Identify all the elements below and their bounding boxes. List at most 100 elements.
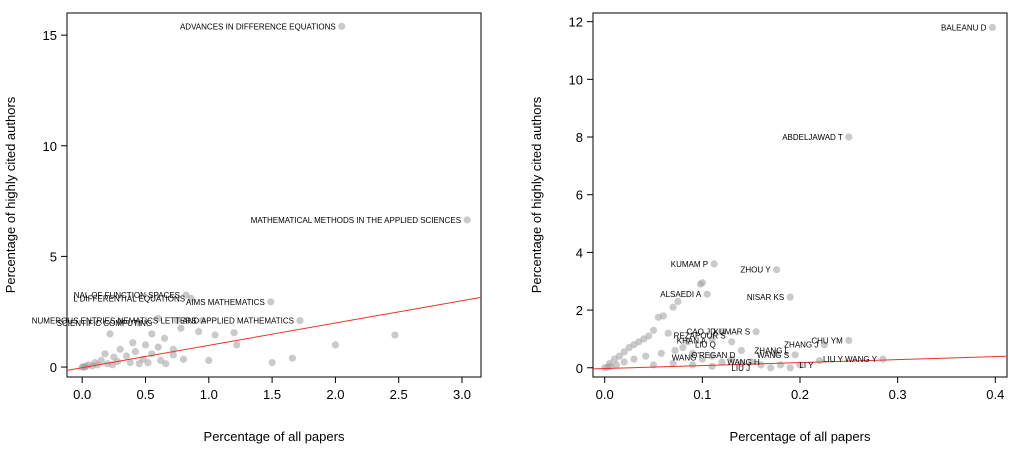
left-data-point	[331, 341, 339, 349]
right-point-label: WANG	[672, 354, 697, 363]
right-data-point	[776, 361, 785, 369]
right-x-tick-label: 0.4	[986, 387, 1004, 402]
right-point-label: WANG H	[727, 358, 760, 367]
right-y-ticks: 0 2 4 6 8 10 12	[569, 15, 593, 376]
left-fit-line-group	[66, 296, 482, 371]
right-point-label: ZHANG L	[754, 347, 789, 356]
right-data-point	[649, 326, 658, 334]
right-data-point	[767, 364, 775, 372]
right-point-label: KUMAM P	[671, 260, 708, 269]
right-data-point	[710, 260, 718, 268]
left-data-point	[267, 298, 275, 306]
left-x-tick-label: 2.5	[390, 387, 408, 402]
left-data-point	[205, 356, 213, 364]
right-data-point	[820, 341, 829, 349]
left-data-point	[182, 291, 190, 299]
right-data-point	[718, 358, 726, 366]
left-data-point	[144, 359, 152, 367]
right-data-point	[708, 335, 716, 343]
left-data-point	[154, 343, 162, 351]
right-point-label: WANG S	[757, 351, 789, 360]
left-data-point	[195, 328, 203, 336]
left-x-tick-label: 2.0	[326, 387, 344, 402]
right-points	[601, 23, 997, 372]
right-data-point	[737, 346, 746, 355]
left-y-ticks: 0 5 10 15	[43, 28, 67, 375]
left-data-point	[391, 331, 399, 339]
left-point-labels: ADVANCES IN DIFFERENCE EQUATIONS MATHEMAT…	[32, 22, 461, 328]
right-data-point	[879, 355, 887, 363]
left-data-point	[116, 318, 124, 326]
right-data-point	[698, 355, 707, 363]
right-data-point	[757, 361, 765, 369]
left-y-tick-label: 15	[43, 28, 57, 43]
left-point-label: NUMEROUS ENTRIES NEMATICS LETTERS	[32, 317, 197, 326]
right-data-point	[773, 266, 781, 274]
left-x-tick-label: 3.0	[453, 387, 471, 402]
right-data-point	[625, 344, 633, 352]
right-y-tick-label: 2	[576, 303, 583, 318]
right-point-label: LIU J	[731, 364, 750, 373]
left-point-label: ADVANCES IN DIFFERENCE EQUATIONS	[180, 22, 336, 31]
right-x-tick-label: 0.3	[889, 387, 907, 402]
left-data-point	[233, 341, 241, 349]
left-data-point	[211, 331, 219, 339]
left-point-label: MATHEMATICAL METHODS IN THE APPLIED SCIE…	[251, 216, 461, 225]
left-data-point	[106, 330, 114, 338]
right-data-point	[620, 348, 628, 356]
left-x-tick-label: 0.5	[136, 387, 154, 402]
right-data-point	[845, 133, 853, 141]
left-fit-line	[66, 296, 482, 371]
right-x-tick-label: 0.1	[693, 387, 711, 402]
right-data-point	[988, 23, 997, 31]
right-x-tick-label: 0.2	[791, 387, 809, 402]
right-point-label: REZAPOUR S	[674, 332, 726, 341]
right-data-point	[642, 352, 650, 360]
left-data-point	[463, 216, 471, 224]
left-data-point	[126, 359, 134, 367]
right-fit-line-group	[592, 355, 1008, 370]
right-data-point	[657, 349, 665, 357]
right-point-label: ZHANG J	[784, 341, 818, 350]
right-data-point	[786, 364, 794, 372]
left-points	[78, 22, 471, 371]
right-data-point	[620, 358, 628, 366]
right-y-tick-label: 10	[569, 72, 583, 87]
right-data-point	[664, 329, 672, 337]
left-data-point	[154, 314, 162, 322]
right-point-label: CAO JD	[687, 328, 717, 337]
left-data-point	[338, 22, 346, 30]
right-plot-box	[592, 12, 1008, 378]
right-point-label: ZHOU Y	[741, 266, 772, 275]
right-data-point	[752, 328, 760, 336]
right-data-point	[703, 290, 711, 298]
right-y-tick-label: 4	[576, 245, 583, 260]
right-data-point	[601, 364, 609, 372]
left-data-point	[268, 359, 276, 367]
left-y-tick-label: 5	[50, 249, 57, 264]
right-fit-line	[592, 355, 1008, 370]
left-y-axis-label: Percentage of highly cited authors	[3, 96, 18, 293]
left-data-point	[288, 354, 296, 362]
left-data-point	[177, 324, 185, 332]
left-point-label: NAL OF FUNCTION SPACES	[74, 291, 180, 300]
left-data-point	[101, 350, 109, 358]
right-point-label: KHAN A	[677, 336, 707, 345]
right-data-point	[669, 303, 677, 311]
right-point-label: ABDELJAWAD T	[782, 133, 843, 142]
left-data-point	[179, 355, 188, 363]
left-data-point	[162, 360, 170, 368]
right-data-point	[708, 362, 716, 370]
left-x-tick-label: 1.0	[200, 387, 218, 402]
left-point-label: SCIENTIFIC COMPUTING	[57, 319, 153, 328]
right-data-point	[845, 336, 853, 344]
right-point-label: KUMAR S	[714, 328, 750, 337]
left-point-label: AIMS MATHEMATICS	[186, 298, 265, 307]
left-x-tick-label: 1.5	[263, 387, 281, 402]
right-y-tick-label: 0	[576, 361, 583, 376]
right-data-point	[728, 338, 736, 346]
right-data-point	[671, 346, 679, 355]
right-y-tick-label: 12	[569, 15, 583, 30]
right-data-point	[786, 293, 794, 301]
